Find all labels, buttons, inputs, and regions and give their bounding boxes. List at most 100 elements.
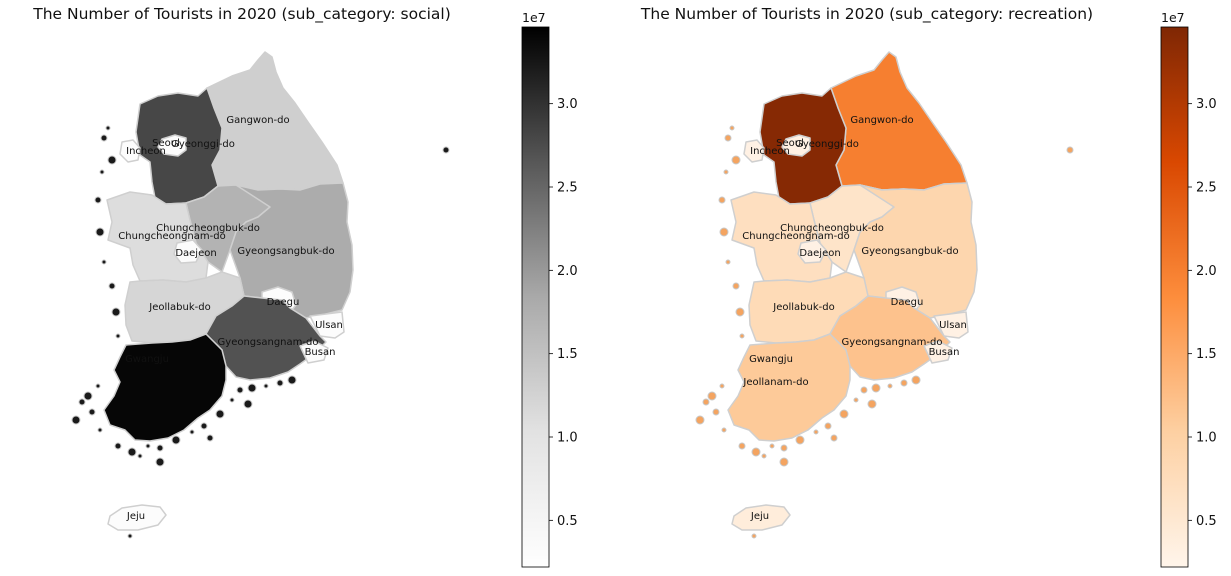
colorbar-tick-label: 0.5 bbox=[557, 514, 578, 529]
colorbar-social: 1e7 0.5 1.0 1.5 2.0 2.5 3.0 bbox=[521, 10, 578, 568]
colorbar-tick-label: 3.0 bbox=[1196, 97, 1217, 112]
island bbox=[900, 379, 908, 387]
island bbox=[731, 155, 741, 165]
island bbox=[189, 429, 195, 435]
region-jeollanam-do bbox=[727, 333, 851, 442]
region-label: Jeollabuk-do bbox=[772, 302, 834, 313]
island bbox=[769, 443, 775, 449]
panel-social: The Number of Tourists in 2020 (sub_cate… bbox=[32, 5, 578, 568]
colorbar-exponent: 1e7 bbox=[1161, 10, 1185, 25]
island bbox=[95, 227, 105, 237]
colorbar-exponent: 1e7 bbox=[522, 10, 546, 25]
colorbar-tick-label: 2.0 bbox=[1196, 264, 1217, 279]
island bbox=[71, 415, 81, 425]
island bbox=[101, 259, 107, 265]
colorbar bbox=[521, 26, 550, 568]
colorbar-tick-label: 1.5 bbox=[1196, 347, 1217, 362]
island bbox=[723, 169, 729, 175]
colorbar-tick-label: 0.5 bbox=[1196, 514, 1217, 529]
island bbox=[206, 434, 214, 442]
island bbox=[729, 125, 735, 131]
island bbox=[853, 397, 859, 403]
island bbox=[887, 383, 893, 389]
island bbox=[88, 408, 96, 416]
region-label: Gyeonggi-do bbox=[171, 139, 235, 150]
island bbox=[156, 444, 164, 452]
region-label: Gwangju bbox=[749, 354, 793, 365]
panel-recreation: The Number of Tourists in 2020 (sub_cate… bbox=[640, 5, 1217, 568]
island bbox=[108, 282, 116, 290]
island bbox=[100, 134, 108, 142]
island bbox=[243, 399, 253, 409]
region-label: Daegu bbox=[891, 297, 924, 308]
island bbox=[276, 379, 284, 387]
region-busan bbox=[299, 340, 329, 364]
region-incheon bbox=[119, 139, 141, 163]
island bbox=[215, 409, 225, 419]
island bbox=[871, 383, 881, 393]
island bbox=[738, 442, 746, 450]
region-seoul bbox=[781, 134, 811, 157]
region-jeju bbox=[107, 504, 167, 531]
region-label: Gyeongsangnam-do bbox=[842, 337, 943, 348]
colorbar-tick-label: 1.0 bbox=[1196, 431, 1217, 446]
region-jeju bbox=[731, 504, 791, 531]
region-label: Gwangju bbox=[125, 354, 169, 365]
region-label: Jeju bbox=[750, 511, 769, 522]
region-label: Busan bbox=[929, 347, 960, 358]
island bbox=[702, 398, 710, 406]
island bbox=[200, 422, 208, 430]
colorbar-tick-label: 2.5 bbox=[1196, 181, 1217, 196]
island bbox=[236, 386, 244, 394]
island bbox=[761, 453, 767, 459]
colorbar-recreation: 1e7 0.5 1.0 1.5 2.0 2.5 3.0 bbox=[1160, 10, 1217, 568]
region-label: Daegu bbox=[267, 297, 300, 308]
island bbox=[247, 383, 257, 393]
region-label: Incheon bbox=[750, 146, 790, 157]
island bbox=[867, 399, 877, 409]
island bbox=[114, 442, 122, 450]
colorbar bbox=[1160, 26, 1189, 568]
island bbox=[712, 408, 720, 416]
region-label: Gangwon-do bbox=[850, 115, 913, 126]
region-label: Chungcheongbuk-do bbox=[780, 223, 884, 234]
panel-title: The Number of Tourists in 2020 (sub_cate… bbox=[640, 5, 1093, 24]
island bbox=[725, 259, 731, 265]
island bbox=[287, 375, 297, 385]
island bbox=[724, 134, 732, 142]
region-label: Daejeon bbox=[799, 248, 840, 259]
island bbox=[813, 429, 819, 435]
region-label: Gyeongsangbuk-do bbox=[861, 246, 958, 257]
island bbox=[83, 391, 93, 401]
island bbox=[719, 383, 725, 389]
region-label: Chungcheongbuk-do bbox=[156, 223, 260, 234]
island bbox=[115, 333, 121, 339]
island bbox=[732, 282, 740, 290]
island bbox=[739, 333, 745, 339]
region-label: Ulsan bbox=[315, 320, 343, 331]
colorbar-tick-label: 3.0 bbox=[557, 97, 578, 112]
region-incheon bbox=[743, 139, 765, 163]
island bbox=[911, 375, 921, 385]
island bbox=[735, 307, 745, 317]
region-seoul bbox=[157, 134, 187, 157]
island bbox=[721, 427, 727, 433]
panel-title: The Number of Tourists in 2020 (sub_cate… bbox=[32, 5, 451, 24]
region-jeollanam-do bbox=[103, 333, 227, 442]
island bbox=[860, 386, 868, 394]
island bbox=[830, 434, 838, 442]
island bbox=[105, 125, 111, 131]
region-label: Daejeon bbox=[175, 248, 216, 259]
region-label: Jeju bbox=[126, 511, 145, 522]
island bbox=[695, 415, 705, 425]
region-label: Incheon bbox=[126, 146, 166, 157]
island bbox=[99, 169, 105, 175]
island bbox=[1066, 146, 1074, 154]
island bbox=[95, 383, 101, 389]
island bbox=[78, 398, 86, 406]
island bbox=[145, 443, 151, 449]
island bbox=[442, 146, 450, 154]
